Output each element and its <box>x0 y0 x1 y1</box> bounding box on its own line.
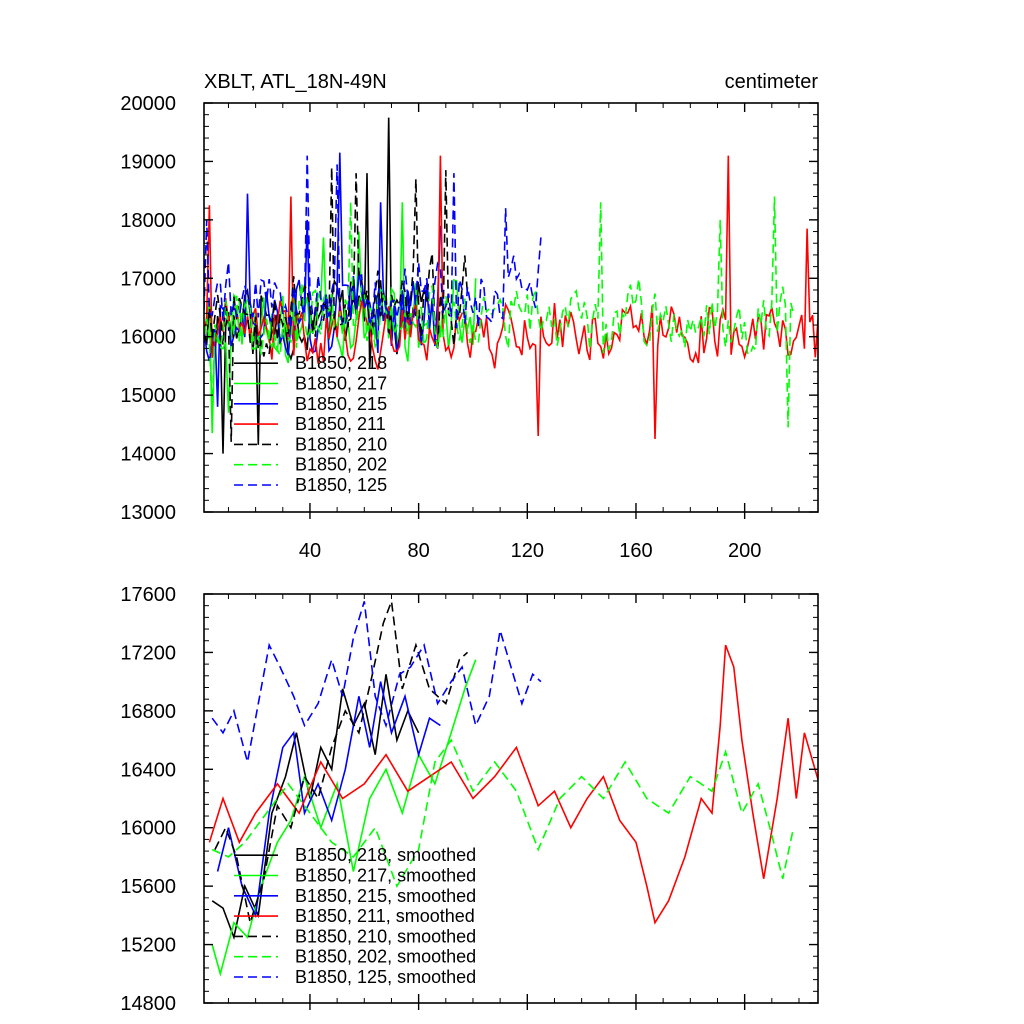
legend-label: B1850, 125 <box>295 475 387 495</box>
y-tick-label: 13000 <box>120 502 176 524</box>
y-tick-label: 14800 <box>120 993 176 1015</box>
plot-frame <box>203 102 819 513</box>
y-tick-label: 15600 <box>120 876 176 898</box>
legend-label: B1850, 218 <box>295 353 387 373</box>
legend-label: B1850, 210 <box>295 434 387 454</box>
y-tick-label: 14000 <box>120 444 176 466</box>
series-line-3 <box>208 644 818 925</box>
legend-label: B1850, 211, smoothed <box>295 906 475 926</box>
plot-frame <box>203 593 819 1004</box>
y-tick-label: 16400 <box>120 759 176 781</box>
top-panel: 13000 14000 15000 16000 17000 18000 19000 20000… <box>120 93 819 562</box>
series-line-3 <box>204 155 818 440</box>
series-line-6 <box>211 601 542 763</box>
x-tick-label: 40 <box>299 540 321 562</box>
series-line-4 <box>214 601 469 923</box>
legend-label: B1850, 202, smoothed <box>295 947 476 967</box>
y-tick-label: 16800 <box>120 701 176 723</box>
legend-label: B1850, 202 <box>295 455 387 475</box>
series-line-4 <box>204 167 469 442</box>
y-tick-label: 17000 <box>120 268 176 290</box>
y-tick-label: 16000 <box>120 327 176 349</box>
chart-unit-label: centimeter <box>725 71 819 93</box>
legend-label: B1850, 215 <box>295 394 387 414</box>
x-tick-label: 80 <box>408 540 430 562</box>
y-tick-label: 20000 <box>120 93 176 115</box>
legend-label: B1850, 211 <box>295 414 386 434</box>
legend-label: B1850, 125, smoothed <box>295 967 476 987</box>
series-line-5 <box>204 196 795 428</box>
legend-label: B1850, 217, smoothed <box>295 866 476 886</box>
y-tick-label: 19000 <box>120 151 176 173</box>
series-line-1 <box>211 659 477 977</box>
y-tick-label: 17200 <box>120 642 176 664</box>
series-line-0 <box>211 674 420 941</box>
legend-label: B1850, 210, smoothed <box>295 926 476 946</box>
legend-label: B1850, 217 <box>295 374 387 394</box>
y-tick-label: 18000 <box>120 210 176 232</box>
x-tick-label: 120 <box>511 540 544 562</box>
x-tick-label: 200 <box>728 540 761 562</box>
bottom-panel: 14800 15200 15600 16000 16400 16800 17200 17600… <box>120 584 819 1015</box>
legend-label: B1850, 215, smoothed <box>295 886 476 906</box>
x-tick-label: 160 <box>619 540 652 562</box>
y-tick-label: 17600 <box>120 584 176 606</box>
series-line-6 <box>204 155 542 329</box>
series-lines <box>204 117 818 454</box>
legend-label: B1850, 218, smoothed <box>295 845 476 865</box>
y-tick-label: 15000 <box>120 385 176 407</box>
chart-title: XBLT, ATL_18N-49N <box>204 71 387 93</box>
y-tick-label: 15200 <box>120 935 176 957</box>
series-line-5 <box>211 738 795 888</box>
y-tick-label: 16000 <box>120 818 176 840</box>
